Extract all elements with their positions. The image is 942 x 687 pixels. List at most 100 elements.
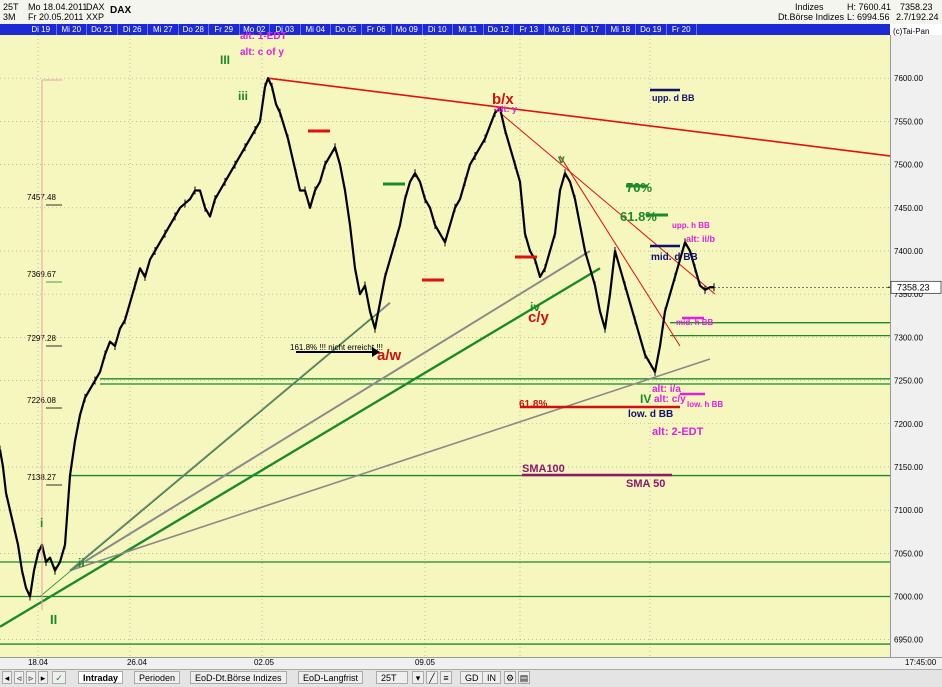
annotation-label: c/y <box>528 309 550 326</box>
header-title: DAX <box>110 5 132 16</box>
annotation-label: alt: 2-EDT <box>652 426 704 438</box>
nav-last-icon[interactable]: ▸ <box>38 671 48 684</box>
period-select[interactable]: 25T <box>376 671 408 684</box>
annotation-label: low. d BB <box>628 409 673 420</box>
tab-intraday[interactable]: Intraday <box>78 671 124 684</box>
copyright-label: (c)Tai-Pan <box>893 27 930 36</box>
annotation-label: iv <box>530 300 540 314</box>
time-label: 17:45:00 <box>905 658 937 667</box>
annotation-label: mid. d BB <box>651 252 698 263</box>
annotation-label: a/w <box>377 347 402 364</box>
annotation-label: alt: y <box>496 104 517 114</box>
day-label: Fr 06 <box>362 24 392 35</box>
header-symbol: DAX <box>86 2 105 12</box>
day-label: Do 21 <box>87 24 118 35</box>
fib-icon[interactable]: ≡ <box>440 671 452 684</box>
annotation-label: alt: ii/b <box>686 234 716 244</box>
header-market: Indizes <box>795 2 824 12</box>
annotation-label: IV <box>640 392 651 406</box>
trend-line <box>267 77 891 157</box>
header-end-date: Fr 20.05.2011 <box>28 12 84 22</box>
nav-prev-icon[interactable]: ◃ <box>14 671 24 684</box>
trend-line <box>69 250 591 572</box>
day-label: Do 28 <box>179 24 209 35</box>
plot-background <box>0 35 890 657</box>
tab-perioden[interactable]: Perioden <box>134 671 181 684</box>
annotation-label: 161.8% !!! nicht erreicht !!! <box>290 343 383 352</box>
zoom-icon[interactable]: ▾ <box>412 671 424 684</box>
header-high: H: 7600.41 <box>847 2 892 12</box>
time-axis <box>0 657 942 670</box>
annotation-label: SMA 50 <box>626 478 665 490</box>
y-tick-label: 6950.00 <box>894 636 923 645</box>
annotation-label: II <box>50 612 57 627</box>
y-tick-label: 7200.00 <box>894 420 923 429</box>
price-axis <box>890 35 942 669</box>
day-label: Fr 13 <box>514 24 545 35</box>
x-tick-label: 09.05 <box>415 658 436 667</box>
draw-line-icon[interactable]: ╱ <box>426 671 438 684</box>
y-tick-label: 7500.00 <box>894 161 923 170</box>
annotation-label: ii <box>78 556 85 570</box>
nav-next-icon[interactable]: ▹ <box>26 671 36 684</box>
y-tick-label: 7300.00 <box>894 333 923 342</box>
gd-button[interactable]: GD <box>460 671 484 684</box>
y-tick-label: 7000.00 <box>894 593 923 602</box>
day-label: Mo 16 <box>545 24 575 35</box>
y-tick-label: 7250.00 <box>894 377 923 386</box>
day-label: Di 10 <box>423 24 453 35</box>
header-value2: 2.7/192.24 <box>896 12 939 22</box>
day-label: Mo 02 <box>240 24 270 35</box>
day-label: Mo 09 <box>392 24 423 35</box>
y-tick-label: 7050.00 <box>894 549 923 558</box>
day-label: Mi 11 <box>453 24 484 35</box>
header-bar <box>0 0 942 24</box>
annotation-label: 70% <box>626 180 652 195</box>
trend-line <box>39 311 381 597</box>
y-tick-label: 7550.00 <box>894 117 923 126</box>
settings-icon[interactable]: ⚙ <box>504 671 516 684</box>
trend-line <box>69 358 711 572</box>
day-label: Do 05 <box>331 24 362 35</box>
header-start-date: Mo 18.04.2011 <box>28 2 88 12</box>
print-icon[interactable]: ▤ <box>518 671 530 684</box>
in-button[interactable]: IN <box>482 671 501 684</box>
day-label: Mi 27 <box>148 24 179 35</box>
nav-first-icon[interactable]: ◂ <box>2 671 12 684</box>
x-tick-label: 26.04 <box>127 658 148 667</box>
y-tick-label: 7350.00 <box>894 290 923 299</box>
annotation-label: alt: c/y <box>654 394 686 405</box>
header-range: 3M <box>3 12 16 22</box>
y-tick-label: 7450.00 <box>894 204 923 213</box>
annotation-label: alt: c of y <box>240 47 284 58</box>
annotation-label: iii <box>238 89 248 103</box>
day-label: Di 19 <box>26 24 57 35</box>
day-label: Di 17 <box>575 24 606 35</box>
y-tick-label: 7600.00 <box>894 74 923 83</box>
header-period: 25T <box>3 2 19 12</box>
day-label: Fr 20 <box>667 24 697 35</box>
header-index-group: Dt.Börse Indizes <box>778 12 845 22</box>
day-label: Do 12 <box>484 24 514 35</box>
x-tick-label: 18.04 <box>28 658 49 667</box>
day-label: Do 19 <box>636 24 667 35</box>
annotation-label: upp. h BB <box>672 221 710 230</box>
annotation-label: SMA100 <box>522 463 565 475</box>
last-price-label: 7358.23 <box>897 282 930 292</box>
chart-type-icon[interactable]: ✓ <box>52 671 66 684</box>
day-label: Fr 29 <box>209 24 240 35</box>
day-label: Mi 18 <box>606 24 636 35</box>
tab-eod-indizes[interactable]: EoD-Dt.Börse Indizes <box>190 671 287 684</box>
day-label: Mi 20 <box>57 24 87 35</box>
trend-line <box>559 155 681 347</box>
trend-line <box>0 267 601 628</box>
annotation-label: III <box>220 53 230 67</box>
tab-eod-langfrist[interactable]: EoD-Langfrist <box>298 671 364 684</box>
y-tick-label: 7150.00 <box>894 463 923 472</box>
annotation-label: v <box>558 152 565 166</box>
header-exchange: XXP <box>86 12 105 22</box>
annotation-label: alt: i/a <box>652 384 681 395</box>
day-label: Di 03 <box>270 24 301 35</box>
y-tick-label: 7400.00 <box>894 247 923 256</box>
